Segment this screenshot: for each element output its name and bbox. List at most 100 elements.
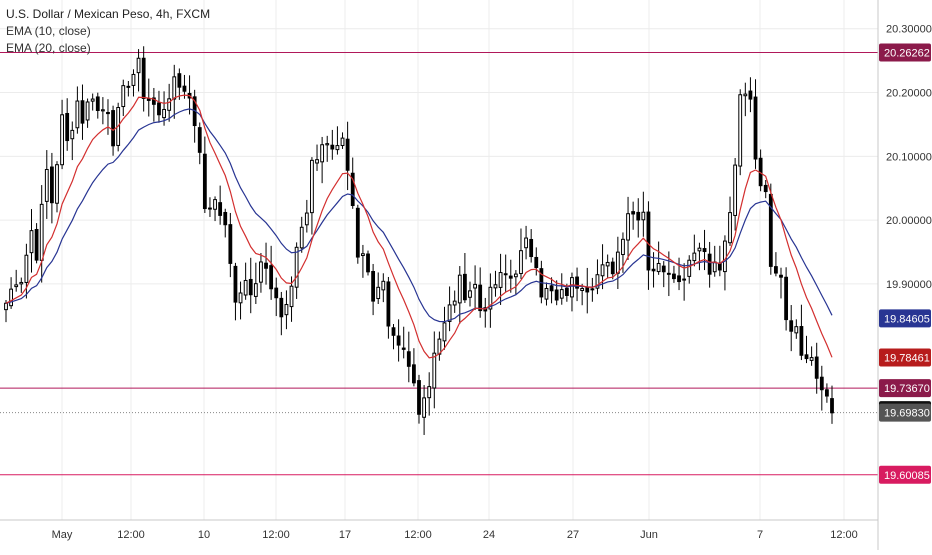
candle-body <box>233 265 238 303</box>
candle-body <box>804 354 809 360</box>
x-tick-label: 12:00 <box>262 529 290 541</box>
price-label: 19.60085 <box>879 465 931 484</box>
price-label: 19.78461 <box>879 348 931 367</box>
candle-body <box>498 272 503 288</box>
candle-body <box>478 284 483 312</box>
candle-body <box>636 211 641 221</box>
price-label-bg <box>879 309 931 328</box>
candle-body <box>141 57 146 99</box>
y-tick-label: 20.30000 <box>886 24 932 36</box>
price-label: 19.69830 <box>879 403 931 422</box>
candle-body <box>600 264 605 277</box>
candle-body <box>146 98 151 101</box>
candle-body <box>814 356 819 379</box>
candle-body <box>325 143 330 146</box>
x-tick-label: 10 <box>198 529 210 541</box>
candle-body <box>794 326 799 334</box>
candle-body <box>264 262 268 269</box>
ema-10-legend[interactable]: EMA (10, close) <box>6 24 91 38</box>
candle-body <box>595 274 600 289</box>
candle-body <box>90 98 95 102</box>
candle-body <box>136 57 141 74</box>
candle-body <box>809 357 814 361</box>
x-tick-label: 27 <box>567 529 579 541</box>
candle-body <box>544 287 549 300</box>
candle-body <box>167 98 172 111</box>
candle-body <box>172 76 177 100</box>
candle-body <box>590 288 595 291</box>
price-labels: 20.2626219.8460519.7846119.7367019.70230… <box>879 43 931 484</box>
candle-body <box>289 285 294 308</box>
candle-body <box>774 266 778 274</box>
candle-body <box>733 164 738 216</box>
price-label: 20.26262 <box>879 43 931 62</box>
candle-body <box>575 276 579 289</box>
x-tick-label: 12:00 <box>830 529 858 541</box>
price-label-text: 19.84605 <box>884 313 930 325</box>
candle-body <box>682 278 687 281</box>
candle-body <box>554 289 559 301</box>
symbol-title[interactable]: U.S. Dollar / Mexican Peso, 4h, FXCM <box>6 7 211 21</box>
candle-body <box>534 256 539 269</box>
candle-body <box>661 265 666 273</box>
candle-body <box>218 202 223 216</box>
candle-body <box>524 237 528 249</box>
horizontal-levels <box>0 52 878 476</box>
candle-body <box>799 326 804 356</box>
y-tick-label: 20.20000 <box>886 88 932 100</box>
price-label-bg <box>879 379 931 398</box>
candle-body <box>626 213 630 241</box>
candle-body <box>157 102 161 116</box>
candle-body <box>779 274 783 278</box>
candle-body <box>111 110 115 147</box>
candle-body <box>442 322 447 342</box>
candle-body <box>177 73 182 88</box>
candle-body <box>508 275 513 279</box>
candle-body <box>310 159 314 214</box>
price-label-text: 19.78461 <box>884 353 930 365</box>
candle-body <box>253 283 258 297</box>
candle-body <box>702 248 707 253</box>
candle-body <box>60 114 64 166</box>
candle-body <box>202 153 207 210</box>
y-tick-label: 20.10000 <box>886 151 932 163</box>
candle-body <box>819 376 824 391</box>
candle-body <box>452 300 457 306</box>
candle-body <box>728 212 732 244</box>
candle-body <box>371 270 376 302</box>
candle-body <box>615 251 620 274</box>
candle-body <box>677 275 681 283</box>
candle-body <box>279 297 284 318</box>
candle-body <box>462 273 467 301</box>
x-tick-label: 17 <box>339 529 351 541</box>
candle-body <box>503 273 508 276</box>
candle-body <box>610 261 615 275</box>
candle-body <box>784 276 789 321</box>
x-tick-label: May <box>52 529 73 541</box>
candle-body <box>646 211 651 271</box>
candle-body <box>131 73 136 86</box>
candle-body <box>274 287 279 299</box>
candle-body <box>284 304 289 316</box>
candle-body <box>355 207 360 258</box>
ema-20-legend[interactable]: EMA (20, close) <box>6 41 91 55</box>
candle-body <box>330 144 335 150</box>
candle-body <box>432 352 437 389</box>
candle-body <box>259 261 263 283</box>
candle-body <box>24 254 29 283</box>
candle-body <box>564 287 569 296</box>
candle-body <box>106 111 110 115</box>
candle-body <box>162 108 166 119</box>
candle-body <box>151 97 156 105</box>
price-label-bg <box>879 43 931 62</box>
candle-body <box>422 397 427 418</box>
x-tick-label: Jun <box>640 529 658 541</box>
candle-body <box>34 228 39 261</box>
candle-body <box>315 159 319 164</box>
candle-body <box>559 289 564 299</box>
candle-body <box>417 380 421 415</box>
candle-body <box>391 327 396 336</box>
candle-body <box>340 137 345 147</box>
